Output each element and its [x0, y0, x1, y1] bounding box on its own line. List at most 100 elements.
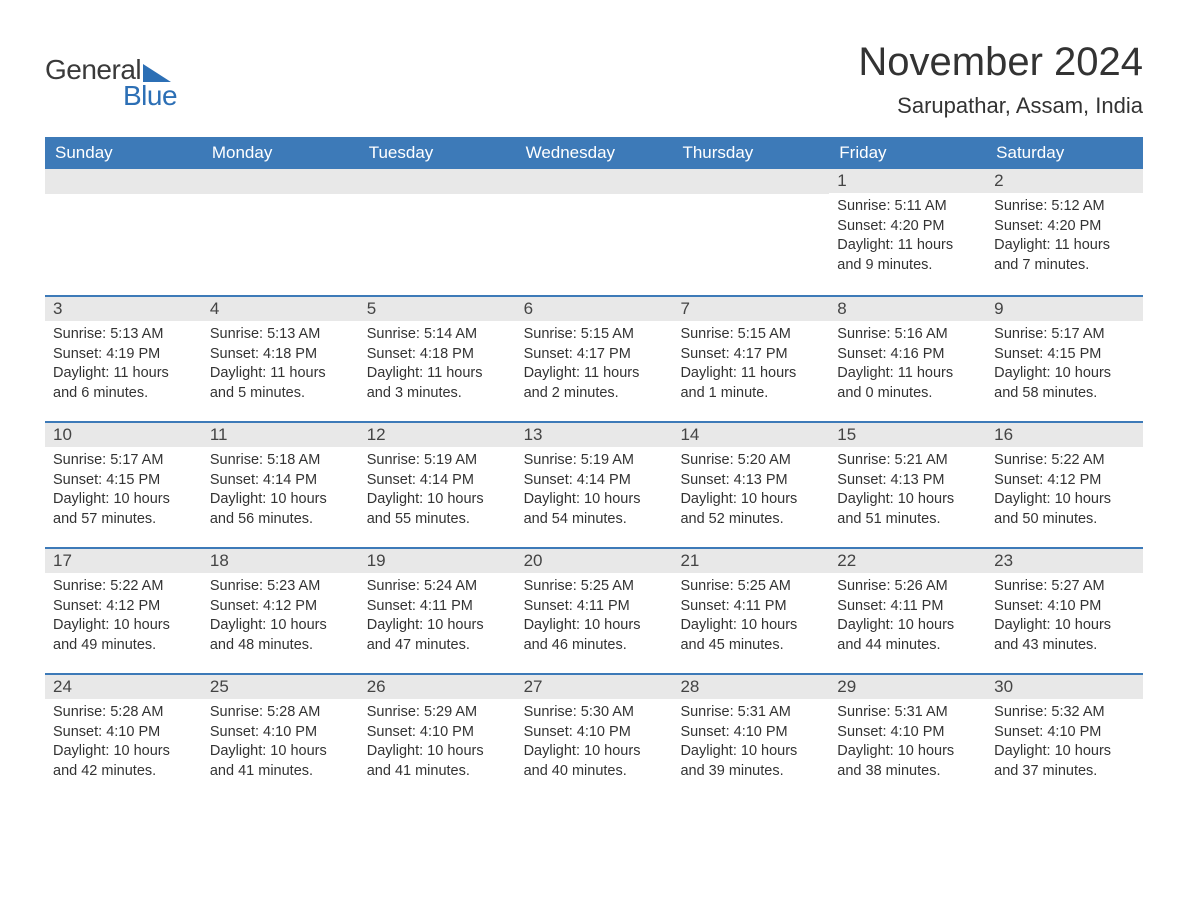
- day-content: Sunrise: 5:29 AMSunset: 4:10 PMDaylight:…: [359, 699, 516, 789]
- sunrise-text: Sunrise: 5:28 AM: [210, 703, 351, 723]
- day-number: 27: [516, 675, 673, 699]
- day-content: Sunrise: 5:13 AMSunset: 4:19 PMDaylight:…: [45, 321, 202, 411]
- day-number: 25: [202, 675, 359, 699]
- day-number: 5: [359, 297, 516, 321]
- sunset-text: Sunset: 4:20 PM: [837, 217, 978, 237]
- day-number: 14: [672, 423, 829, 447]
- week-row: 1Sunrise: 5:11 AMSunset: 4:20 PMDaylight…: [45, 169, 1143, 295]
- daylight-text: Daylight: 10 hours and 40 minutes.: [524, 742, 665, 781]
- day-content: Sunrise: 5:25 AMSunset: 4:11 PMDaylight:…: [672, 573, 829, 663]
- day-number: 15: [829, 423, 986, 447]
- sunset-text: Sunset: 4:15 PM: [994, 345, 1135, 365]
- daylight-text: Daylight: 11 hours and 1 minute.: [680, 364, 821, 403]
- sunrise-text: Sunrise: 5:16 AM: [837, 325, 978, 345]
- sunset-text: Sunset: 4:11 PM: [837, 597, 978, 617]
- day-header-thursday: Thursday: [672, 137, 829, 169]
- calendar: Sunday Monday Tuesday Wednesday Thursday…: [45, 137, 1143, 799]
- day-number: 26: [359, 675, 516, 699]
- day-number: 9: [986, 297, 1143, 321]
- sunset-text: Sunset: 4:10 PM: [367, 723, 508, 743]
- daylight-text: Daylight: 10 hours and 48 minutes.: [210, 616, 351, 655]
- daylight-text: Daylight: 11 hours and 3 minutes.: [367, 364, 508, 403]
- day-content: Sunrise: 5:25 AMSunset: 4:11 PMDaylight:…: [516, 573, 673, 663]
- sunrise-text: Sunrise: 5:18 AM: [210, 451, 351, 471]
- day-cell: 28Sunrise: 5:31 AMSunset: 4:10 PMDayligh…: [672, 675, 829, 799]
- sunset-text: Sunset: 4:11 PM: [524, 597, 665, 617]
- empty-day-number: [672, 169, 829, 194]
- daylight-text: Daylight: 10 hours and 43 minutes.: [994, 616, 1135, 655]
- day-content: Sunrise: 5:32 AMSunset: 4:10 PMDaylight:…: [986, 699, 1143, 789]
- day-number: 19: [359, 549, 516, 573]
- daylight-text: Daylight: 11 hours and 0 minutes.: [837, 364, 978, 403]
- day-cell: 4Sunrise: 5:13 AMSunset: 4:18 PMDaylight…: [202, 297, 359, 421]
- title-area: November 2024 Sarupathar, Assam, India: [858, 40, 1143, 119]
- day-number: 30: [986, 675, 1143, 699]
- day-header-row: Sunday Monday Tuesday Wednesday Thursday…: [45, 137, 1143, 169]
- sunset-text: Sunset: 4:12 PM: [53, 597, 194, 617]
- day-cell: 26Sunrise: 5:29 AMSunset: 4:10 PMDayligh…: [359, 675, 516, 799]
- day-cell: [359, 169, 516, 295]
- sunrise-text: Sunrise: 5:19 AM: [367, 451, 508, 471]
- sunset-text: Sunset: 4:11 PM: [680, 597, 821, 617]
- sunset-text: Sunset: 4:10 PM: [53, 723, 194, 743]
- sunset-text: Sunset: 4:12 PM: [994, 471, 1135, 491]
- day-cell: 1Sunrise: 5:11 AMSunset: 4:20 PMDaylight…: [829, 169, 986, 295]
- daylight-text: Daylight: 10 hours and 41 minutes.: [210, 742, 351, 781]
- sunrise-text: Sunrise: 5:26 AM: [837, 577, 978, 597]
- sunrise-text: Sunrise: 5:28 AM: [53, 703, 194, 723]
- day-content: Sunrise: 5:30 AMSunset: 4:10 PMDaylight:…: [516, 699, 673, 789]
- day-cell: 12Sunrise: 5:19 AMSunset: 4:14 PMDayligh…: [359, 423, 516, 547]
- day-cell: 23Sunrise: 5:27 AMSunset: 4:10 PMDayligh…: [986, 549, 1143, 673]
- sunset-text: Sunset: 4:14 PM: [367, 471, 508, 491]
- day-cell: [45, 169, 202, 295]
- day-number: 12: [359, 423, 516, 447]
- empty-day-number: [202, 169, 359, 194]
- day-number: 13: [516, 423, 673, 447]
- sunrise-text: Sunrise: 5:13 AM: [53, 325, 194, 345]
- day-header-saturday: Saturday: [986, 137, 1143, 169]
- header: General Blue November 2024 Sarupathar, A…: [45, 40, 1143, 119]
- day-cell: 10Sunrise: 5:17 AMSunset: 4:15 PMDayligh…: [45, 423, 202, 547]
- day-content: Sunrise: 5:26 AMSunset: 4:11 PMDaylight:…: [829, 573, 986, 663]
- sunrise-text: Sunrise: 5:13 AM: [210, 325, 351, 345]
- empty-day-number: [45, 169, 202, 194]
- day-cell: 24Sunrise: 5:28 AMSunset: 4:10 PMDayligh…: [45, 675, 202, 799]
- day-content: Sunrise: 5:15 AMSunset: 4:17 PMDaylight:…: [516, 321, 673, 411]
- day-cell: 3Sunrise: 5:13 AMSunset: 4:19 PMDaylight…: [45, 297, 202, 421]
- day-number: 21: [672, 549, 829, 573]
- sunrise-text: Sunrise: 5:25 AM: [524, 577, 665, 597]
- sunset-text: Sunset: 4:10 PM: [837, 723, 978, 743]
- day-header-wednesday: Wednesday: [516, 137, 673, 169]
- day-cell: 2Sunrise: 5:12 AMSunset: 4:20 PMDaylight…: [986, 169, 1143, 295]
- day-cell: 8Sunrise: 5:16 AMSunset: 4:16 PMDaylight…: [829, 297, 986, 421]
- daylight-text: Daylight: 11 hours and 9 minutes.: [837, 236, 978, 275]
- day-content: Sunrise: 5:17 AMSunset: 4:15 PMDaylight:…: [45, 447, 202, 537]
- daylight-text: Daylight: 10 hours and 38 minutes.: [837, 742, 978, 781]
- sunset-text: Sunset: 4:13 PM: [680, 471, 821, 491]
- day-header-tuesday: Tuesday: [359, 137, 516, 169]
- sunrise-text: Sunrise: 5:31 AM: [837, 703, 978, 723]
- sunrise-text: Sunrise: 5:22 AM: [53, 577, 194, 597]
- day-cell: 19Sunrise: 5:24 AMSunset: 4:11 PMDayligh…: [359, 549, 516, 673]
- day-content: Sunrise: 5:13 AMSunset: 4:18 PMDaylight:…: [202, 321, 359, 411]
- day-number: 16: [986, 423, 1143, 447]
- daylight-text: Daylight: 10 hours and 52 minutes.: [680, 490, 821, 529]
- daylight-text: Daylight: 11 hours and 7 minutes.: [994, 236, 1135, 275]
- sunrise-text: Sunrise: 5:17 AM: [994, 325, 1135, 345]
- daylight-text: Daylight: 10 hours and 46 minutes.: [524, 616, 665, 655]
- day-content: Sunrise: 5:17 AMSunset: 4:15 PMDaylight:…: [986, 321, 1143, 411]
- location: Sarupathar, Assam, India: [858, 93, 1143, 119]
- sunrise-text: Sunrise: 5:32 AM: [994, 703, 1135, 723]
- day-cell: [516, 169, 673, 295]
- day-number: 8: [829, 297, 986, 321]
- day-cell: 11Sunrise: 5:18 AMSunset: 4:14 PMDayligh…: [202, 423, 359, 547]
- day-content: Sunrise: 5:15 AMSunset: 4:17 PMDaylight:…: [672, 321, 829, 411]
- daylight-text: Daylight: 10 hours and 44 minutes.: [837, 616, 978, 655]
- daylight-text: Daylight: 10 hours and 51 minutes.: [837, 490, 978, 529]
- day-content: Sunrise: 5:16 AMSunset: 4:16 PMDaylight:…: [829, 321, 986, 411]
- day-content: Sunrise: 5:12 AMSunset: 4:20 PMDaylight:…: [986, 193, 1143, 283]
- sunset-text: Sunset: 4:12 PM: [210, 597, 351, 617]
- sunset-text: Sunset: 4:18 PM: [367, 345, 508, 365]
- week-row: 10Sunrise: 5:17 AMSunset: 4:15 PMDayligh…: [45, 421, 1143, 547]
- empty-day-number: [359, 169, 516, 194]
